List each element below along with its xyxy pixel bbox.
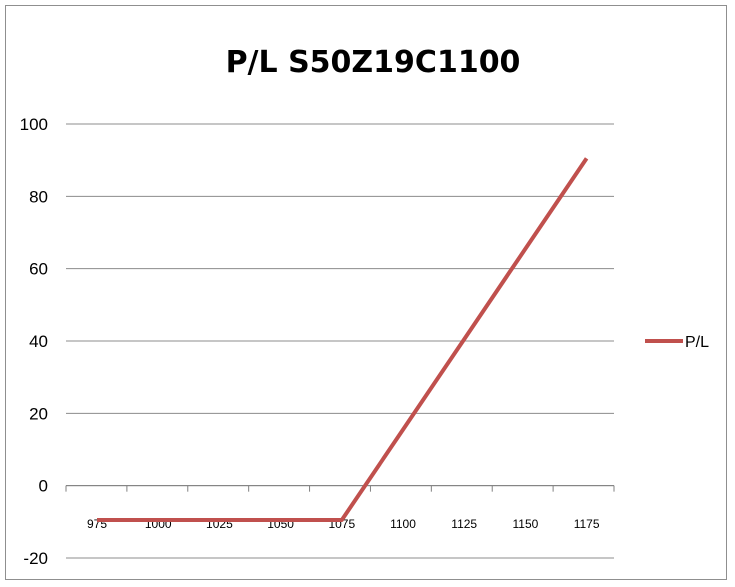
legend: P/L bbox=[645, 334, 709, 351]
series-layer bbox=[97, 157, 589, 523]
x-tick-label: 1125 bbox=[451, 517, 477, 531]
chart-title: P/L S50Z19C1100 bbox=[226, 45, 521, 80]
x-tick-label: 1175 bbox=[574, 517, 600, 531]
y-axis-ticks: -20 0 20 40 60 80 100 bbox=[20, 115, 48, 568]
y-tick-label: 60 bbox=[29, 260, 48, 279]
legend-label-pl: P/L bbox=[685, 334, 709, 351]
y-tick-label: 80 bbox=[29, 187, 48, 206]
x-tick-label: 1100 bbox=[390, 517, 416, 531]
x-tick-label: 1150 bbox=[512, 517, 538, 531]
x-axis: 975 1000 1025 1050 1075 1100 1125 1150 1175 bbox=[65, 485, 615, 531]
grid-lines bbox=[66, 123, 614, 559]
series-line-pl bbox=[97, 157, 589, 523]
y-tick-label: 100 bbox=[20, 115, 48, 134]
y-tick-label: -20 bbox=[23, 549, 48, 568]
y-tick-label: 40 bbox=[29, 332, 48, 351]
y-tick-label: 0 bbox=[39, 477, 48, 496]
y-tick-label: 20 bbox=[29, 404, 48, 423]
